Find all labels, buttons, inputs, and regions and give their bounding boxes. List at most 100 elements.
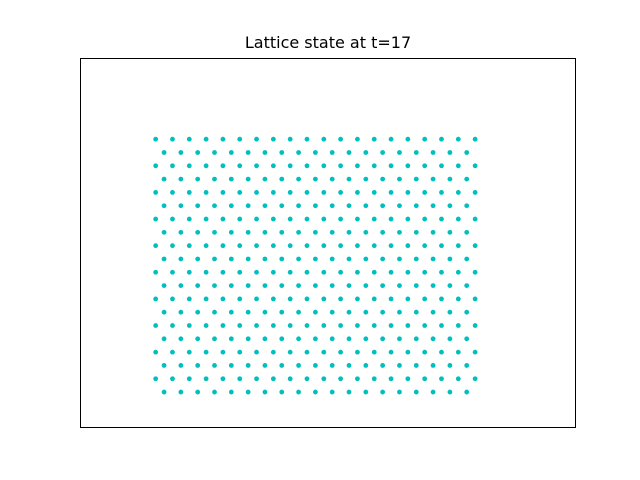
data-point (203, 296, 209, 302)
data-point (186, 190, 192, 195)
data-point (279, 150, 285, 155)
data-point (472, 163, 478, 169)
data-point (312, 309, 318, 315)
data-point (430, 363, 436, 368)
data-point (212, 256, 217, 262)
data-point (304, 136, 310, 142)
data-point (405, 269, 411, 275)
data-point (287, 376, 293, 382)
data-point (346, 176, 352, 182)
data-point (455, 323, 461, 328)
plot-area (80, 58, 576, 428)
data-point (329, 229, 335, 235)
data-point (464, 363, 470, 368)
data-point (220, 243, 226, 249)
data-point (153, 163, 159, 169)
data-point (338, 190, 344, 195)
data-point (287, 323, 293, 328)
data-point (153, 269, 159, 275)
data-point (296, 229, 301, 235)
data-point (186, 323, 192, 328)
data-point (388, 243, 394, 249)
data-point (245, 150, 251, 155)
data-point (422, 323, 428, 328)
data-point (464, 150, 470, 155)
data-point (228, 389, 234, 395)
data-point (296, 336, 301, 342)
data-point (405, 323, 411, 328)
data-point (212, 363, 217, 368)
data-point (228, 203, 234, 209)
data-point (346, 309, 352, 315)
data-point (203, 216, 209, 222)
data-point (203, 136, 209, 142)
data-point (422, 269, 428, 275)
data-point (186, 163, 192, 169)
data-point (287, 296, 293, 302)
data-point (355, 136, 360, 142)
data-point (338, 269, 344, 275)
data-point (161, 203, 167, 209)
data-point (464, 176, 470, 182)
data-point (203, 323, 209, 328)
data-point (220, 190, 226, 195)
data-point (397, 256, 402, 262)
data-point (254, 163, 259, 169)
data-point (321, 190, 327, 195)
data-point (439, 349, 444, 355)
data-point (245, 229, 251, 235)
data-point (287, 216, 293, 222)
data-point (287, 190, 293, 195)
data-point (380, 309, 386, 315)
data-point (464, 229, 470, 235)
data-points (153, 136, 478, 395)
data-point (153, 376, 159, 382)
data-point (270, 216, 276, 222)
data-point (329, 283, 335, 288)
data-point (245, 309, 251, 315)
data-point (388, 163, 394, 169)
data-point (262, 389, 268, 395)
data-point (346, 229, 352, 235)
data-point (447, 363, 453, 368)
data-point (472, 296, 478, 302)
data-point (338, 323, 344, 328)
data-point (161, 389, 167, 395)
data-point (355, 349, 360, 355)
data-point (329, 336, 335, 342)
data-point (195, 256, 201, 262)
data-point (472, 269, 478, 275)
data-point (287, 243, 293, 249)
data-point (430, 389, 436, 395)
data-point (279, 389, 285, 395)
data-point (186, 349, 192, 355)
data-point (270, 136, 276, 142)
data-point (321, 349, 327, 355)
data-point (161, 283, 167, 288)
data-point (245, 203, 251, 209)
data-point (413, 309, 419, 315)
data-point (371, 190, 377, 195)
data-point (161, 150, 167, 155)
data-point (228, 256, 234, 262)
data-point (279, 229, 285, 235)
data-point (195, 150, 201, 155)
data-point (170, 323, 175, 328)
data-point (371, 376, 377, 382)
data-point (321, 216, 327, 222)
data-point (228, 229, 234, 235)
data-point (388, 349, 394, 355)
data-point (355, 243, 360, 249)
data-point (262, 150, 268, 155)
data-point (254, 190, 259, 195)
data-point (186, 136, 192, 142)
data-point (296, 309, 301, 315)
data-point (245, 389, 251, 395)
data-point (346, 336, 352, 342)
data-point (153, 136, 159, 142)
data-point (447, 309, 453, 315)
data-point (279, 363, 285, 368)
data-point (455, 163, 461, 169)
data-point (405, 136, 411, 142)
data-point (397, 150, 402, 155)
